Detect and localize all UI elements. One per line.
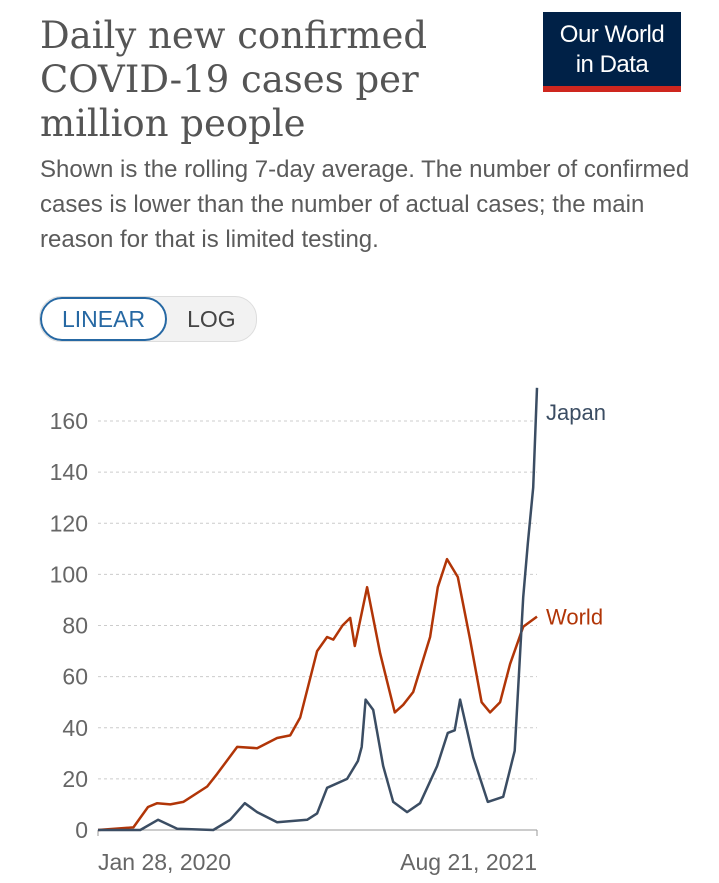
y-tick-label: 0 xyxy=(75,817,88,843)
x-tick-label: Aug 21, 2021 xyxy=(400,849,537,875)
y-tick-label: 20 xyxy=(62,766,88,792)
y-tick-label: 40 xyxy=(62,715,88,741)
series-line-japan xyxy=(98,387,539,832)
series-line-world xyxy=(97,557,538,832)
logo-line-2: in Data xyxy=(575,51,649,78)
line-chart: 0 20 40 60 80 100 120 140 160 Jan 28, 2020 Aug 21,… xyxy=(50,387,606,875)
x-tick-label: Jan 28, 2020 xyxy=(98,849,231,875)
y-tick-label: 80 xyxy=(62,613,88,639)
chart-subtitle: Shown is the rolling 7-day average. The … xyxy=(40,156,690,253)
linear-scale-button[interactable]: LINEAR xyxy=(40,297,168,341)
chart-title: Daily new confirmed COVID-19 cases per m… xyxy=(40,14,428,145)
y-tick-label: 60 xyxy=(62,664,88,690)
series-label-world: World xyxy=(546,605,603,630)
log-scale-button[interactable]: LOG xyxy=(187,306,236,332)
y-tick-label: 140 xyxy=(50,459,88,485)
y-tick-label: 100 xyxy=(50,561,88,587)
logo-accent-bar xyxy=(543,86,681,92)
scale-toggle: LINEAR LOG xyxy=(39,296,257,342)
y-tick-label: 120 xyxy=(50,510,88,536)
series-label-japan: Japan xyxy=(546,400,606,425)
y-tick-label: 160 xyxy=(50,408,88,434)
logo-line-1: Our World xyxy=(559,21,665,48)
owid-logo[interactable]: Our World in Data xyxy=(543,12,681,92)
